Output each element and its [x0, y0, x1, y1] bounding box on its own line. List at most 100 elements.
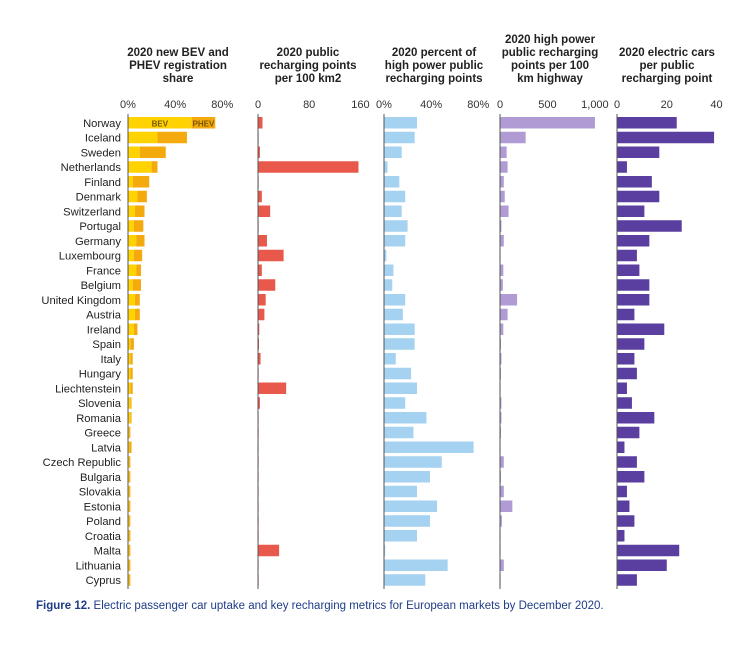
bar: [384, 471, 430, 483]
bar: [617, 117, 677, 129]
bar: [384, 412, 427, 424]
country-label: Croatia: [85, 531, 122, 543]
bar: [617, 412, 655, 424]
bar: [617, 146, 660, 158]
bar: [128, 249, 134, 262]
bar: [128, 308, 136, 321]
bar: [258, 397, 260, 409]
bar: [258, 249, 284, 262]
bar: [130, 397, 132, 409]
bar: [128, 426, 130, 439]
bar: [617, 338, 645, 350]
country-label: Czech Republic: [43, 457, 122, 469]
bar: [258, 279, 276, 291]
country-label: Spain: [92, 339, 121, 351]
bar: [128, 323, 134, 335]
bar: [500, 264, 504, 276]
bar: [128, 117, 192, 129]
country-label: Austria: [86, 310, 122, 322]
country-label: Slovenia: [78, 398, 122, 410]
bar: [258, 294, 266, 306]
bar: [130, 367, 133, 380]
tick-label: 20: [661, 99, 673, 111]
bar: [128, 574, 130, 586]
country-label: France: [86, 265, 121, 277]
bar: [258, 205, 271, 217]
tick-label: 40%: [420, 99, 442, 111]
bar: [132, 279, 141, 291]
bar: [151, 161, 158, 173]
bar: [617, 161, 627, 173]
country-label: Estonia: [84, 501, 122, 513]
bar: [128, 353, 131, 365]
tick-label: 0: [255, 99, 261, 111]
bar: [500, 353, 502, 365]
bar: [617, 323, 665, 335]
bar: [258, 117, 263, 129]
bar: [617, 190, 660, 203]
bar: [128, 367, 131, 380]
bar: [258, 323, 260, 335]
bar: [617, 131, 715, 144]
bar: [129, 456, 131, 468]
bar: [128, 294, 136, 306]
bar: [384, 530, 418, 542]
bar: [135, 294, 140, 306]
panel-title: 2020 public: [277, 47, 340, 59]
country-label: Bulgaria: [80, 472, 122, 484]
figure-caption-text: Electric passenger car uptake and key re…: [90, 600, 604, 612]
bar: [617, 367, 637, 380]
bar: [617, 382, 627, 394]
bar: [130, 412, 132, 424]
bar: [384, 220, 408, 232]
tick-label: 500: [538, 99, 556, 111]
bar: [129, 515, 131, 527]
bar: [617, 574, 637, 586]
bar: [617, 456, 637, 468]
bar: [500, 117, 595, 129]
bar: [129, 500, 131, 512]
tick-label: 160: [351, 99, 369, 111]
bar: [136, 264, 141, 276]
figure-caption: Figure 12. Electric passenger car uptake…: [36, 600, 736, 612]
country-label: Malta: [94, 546, 122, 558]
bar: [128, 131, 158, 144]
bar: [135, 205, 145, 217]
bar: [500, 161, 508, 173]
bar: [384, 249, 387, 262]
bar: [617, 397, 632, 409]
figure-caption-label: Figure 12.: [36, 600, 91, 612]
tick-label: 1,000: [581, 99, 609, 111]
bar: [617, 176, 652, 188]
bar: [128, 220, 134, 232]
bar: [128, 456, 130, 468]
bar: [129, 530, 131, 542]
country-label: Liechtenstein: [55, 383, 121, 395]
bar: [617, 426, 640, 439]
bar: [384, 441, 474, 453]
bar: [500, 397, 502, 409]
bar: [258, 161, 359, 173]
bar: [384, 574, 426, 586]
bar: [128, 205, 136, 217]
bar: [128, 338, 131, 350]
bar: [128, 264, 137, 276]
bar: [129, 441, 132, 453]
country-label: Ireland: [87, 324, 121, 336]
country-label: Lithuania: [76, 560, 122, 572]
bar: [128, 530, 130, 542]
bar: [384, 264, 394, 276]
bar: [500, 294, 518, 306]
country-label: Belgium: [81, 280, 121, 292]
country-label: Switzerland: [63, 206, 121, 218]
bar: [384, 146, 402, 158]
series-label: BEV: [152, 119, 169, 128]
panel-title: 2020 new BEV and: [127, 47, 229, 59]
bar: [384, 294, 406, 306]
bar: [384, 190, 406, 203]
tick-label: 80%: [467, 99, 489, 111]
panel-title: public recharging: [502, 47, 599, 59]
bar: [130, 382, 133, 394]
bar: [384, 205, 402, 217]
bar: [133, 220, 144, 232]
